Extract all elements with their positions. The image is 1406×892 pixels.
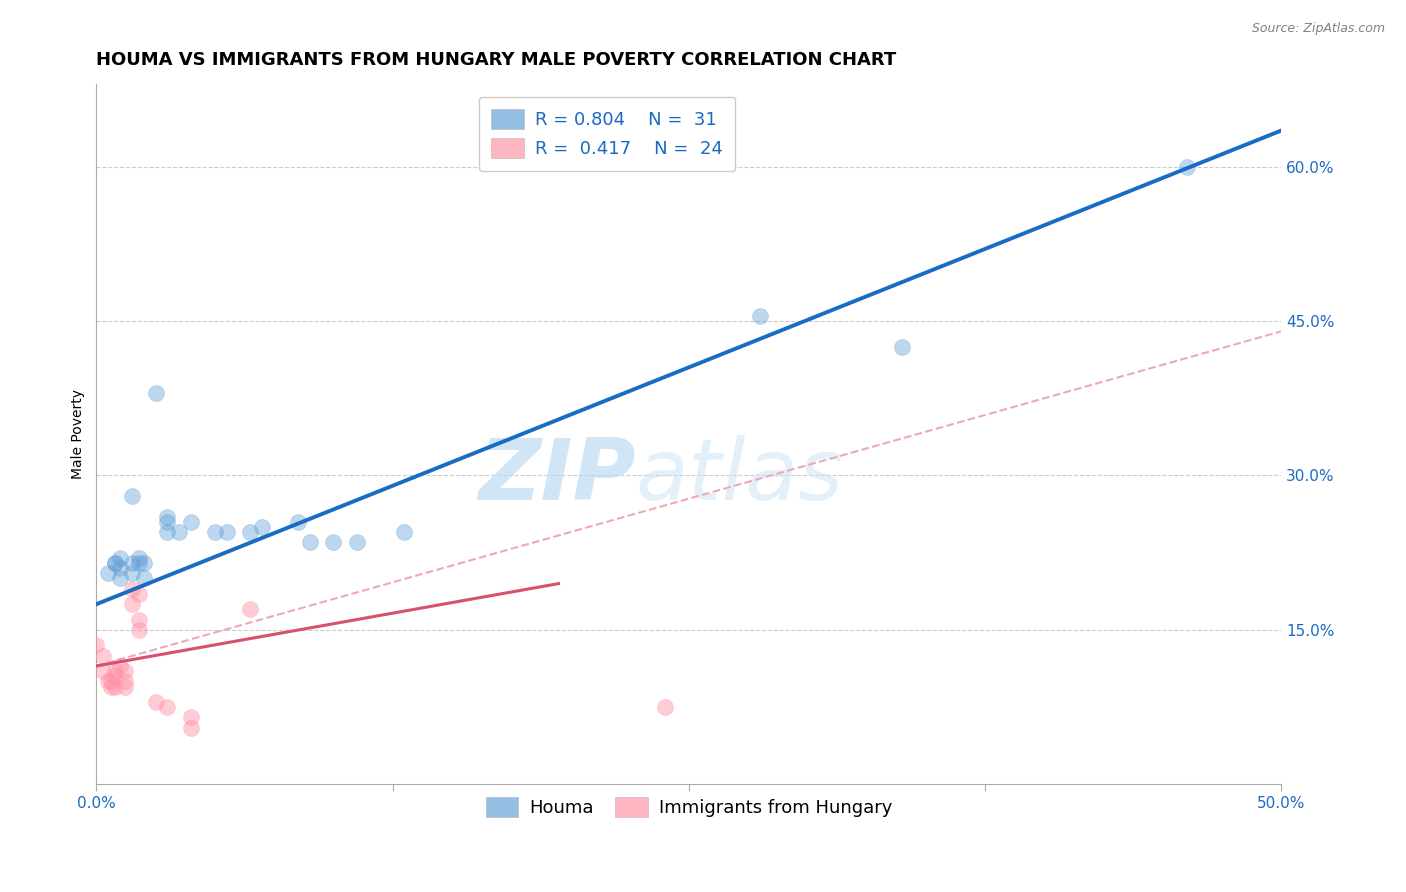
- Point: [100, 680, 122, 694]
- Point: [1175, 160, 1198, 174]
- Point: [104, 664, 127, 678]
- Y-axis label: Male Poverty: Male Poverty: [72, 389, 86, 479]
- Point: [156, 525, 179, 540]
- Point: [121, 489, 143, 503]
- Point: [346, 535, 368, 549]
- Point: [104, 669, 127, 683]
- Point: [132, 556, 155, 570]
- Point: [121, 582, 143, 596]
- Point: [104, 556, 127, 570]
- Point: [114, 680, 136, 694]
- Text: atlas: atlas: [636, 434, 844, 517]
- Text: ZIP: ZIP: [478, 434, 636, 517]
- Point: [322, 535, 344, 549]
- Point: [114, 674, 136, 689]
- Point: [121, 597, 143, 611]
- Point: [156, 509, 179, 524]
- Point: [128, 550, 150, 565]
- Point: [100, 674, 122, 689]
- Point: [298, 535, 321, 549]
- Point: [108, 550, 131, 565]
- Point: [394, 525, 416, 540]
- Point: [104, 556, 127, 570]
- Point: [654, 700, 676, 714]
- Text: HOUMA VS IMMIGRANTS FROM HUNGARY MALE POVERTY CORRELATION CHART: HOUMA VS IMMIGRANTS FROM HUNGARY MALE PO…: [97, 51, 897, 69]
- Point: [156, 700, 179, 714]
- Point: [97, 566, 120, 581]
- Point: [128, 623, 150, 637]
- Point: [169, 525, 191, 540]
- Point: [128, 556, 150, 570]
- Point: [128, 613, 150, 627]
- Point: [93, 664, 115, 678]
- Point: [287, 515, 309, 529]
- Point: [215, 525, 238, 540]
- Point: [239, 525, 262, 540]
- Point: [108, 561, 131, 575]
- Point: [180, 721, 202, 735]
- Point: [104, 680, 127, 694]
- Point: [891, 340, 914, 354]
- Legend: Houma, Immigrants from Hungary: Houma, Immigrants from Hungary: [478, 790, 900, 824]
- Text: Source: ZipAtlas.com: Source: ZipAtlas.com: [1251, 22, 1385, 36]
- Point: [97, 674, 120, 689]
- Point: [108, 571, 131, 585]
- Point: [93, 648, 115, 663]
- Point: [121, 556, 143, 570]
- Point: [156, 515, 179, 529]
- Point: [114, 664, 136, 678]
- Point: [108, 659, 131, 673]
- Point: [239, 602, 262, 616]
- Point: [145, 386, 167, 401]
- Point: [180, 515, 202, 529]
- Point: [132, 571, 155, 585]
- Point: [204, 525, 226, 540]
- Point: [749, 309, 772, 323]
- Point: [252, 520, 274, 534]
- Point: [128, 587, 150, 601]
- Point: [180, 710, 202, 724]
- Point: [145, 695, 167, 709]
- Point: [86, 639, 108, 653]
- Point: [121, 566, 143, 581]
